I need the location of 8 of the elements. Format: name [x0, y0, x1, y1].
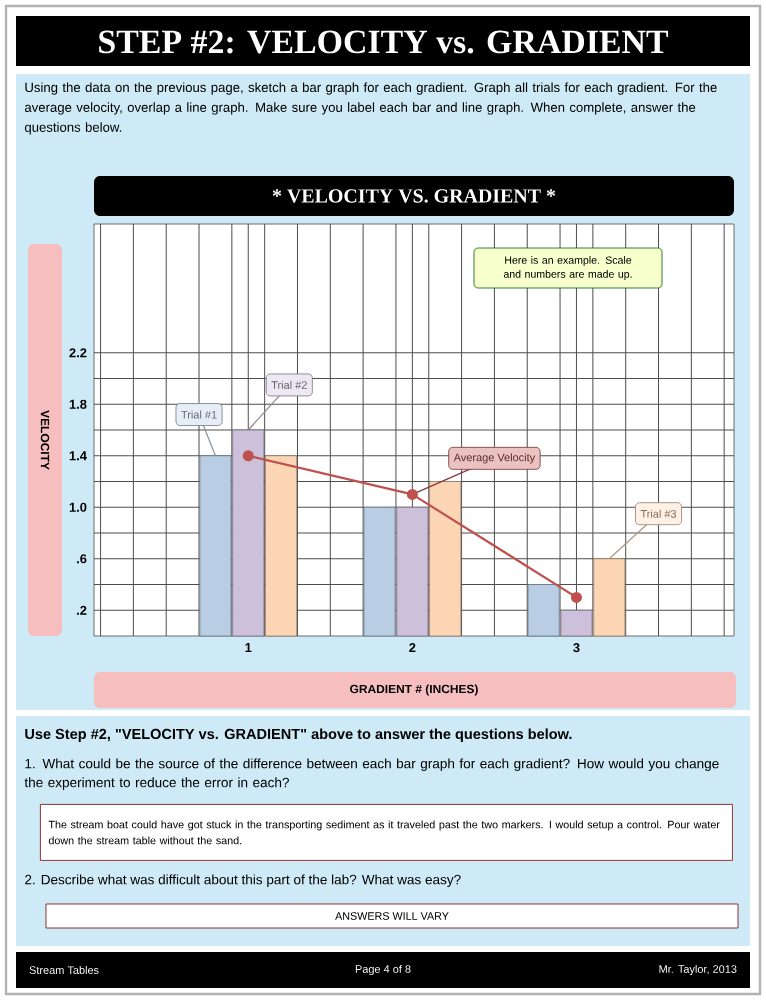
- point: [406, 488, 418, 500]
- bar: [265, 455, 298, 637]
- chart-title: * VELOCITY VS. GRADIENT *: [272, 189, 556, 203]
- bar: [429, 481, 462, 637]
- point: [242, 450, 254, 462]
- point: [570, 591, 582, 603]
- bar: [593, 558, 626, 637]
- text: STEP #2: VELOCITY vs. GRADIENT: [99, 30, 669, 54]
